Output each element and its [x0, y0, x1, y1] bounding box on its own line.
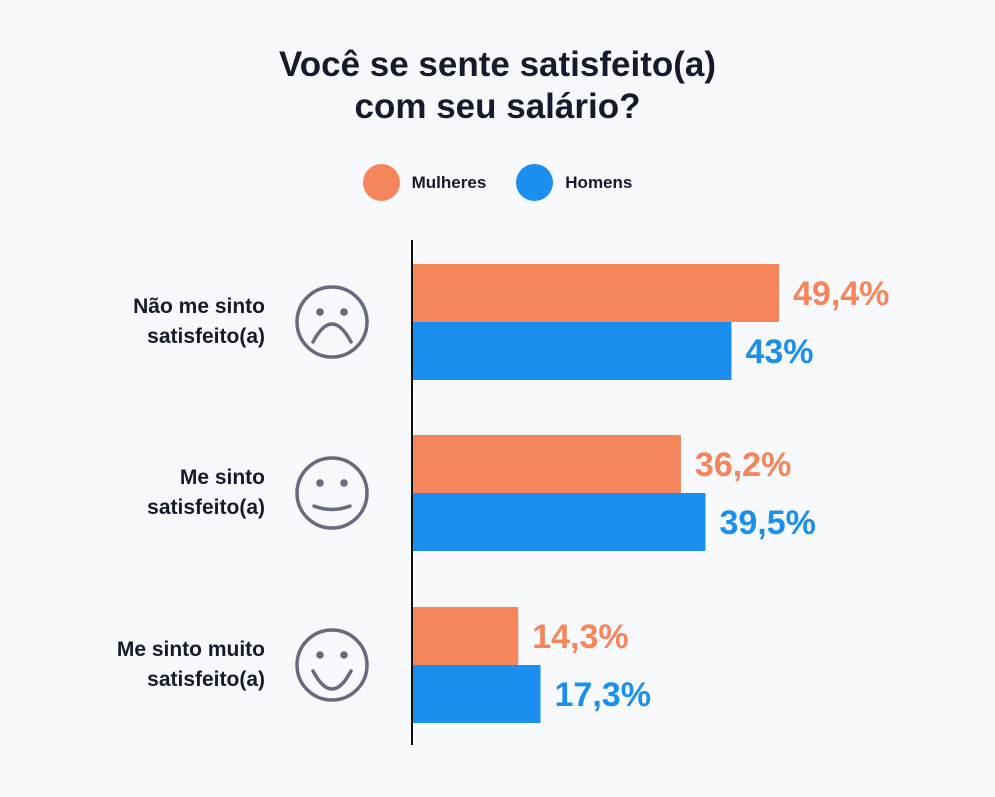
- data-label: 14,3%: [532, 618, 628, 656]
- legend-label-homens: Homens: [565, 172, 633, 192]
- data-label: 49,4%: [793, 275, 889, 313]
- category-label: Me sinto muito satisfeito(a): [117, 635, 265, 695]
- eye: [316, 651, 324, 659]
- mouth: [311, 322, 353, 344]
- smile-face-icon: [295, 456, 369, 530]
- legend-label-mulheres: Mulheres: [411, 172, 487, 192]
- eye: [316, 479, 324, 487]
- eye: [316, 308, 324, 316]
- legend: Mulheres Homens: [0, 164, 995, 201]
- category-label-line: satisfeito(a): [147, 325, 265, 348]
- eye: [340, 651, 348, 659]
- mouth: [311, 669, 353, 691]
- bar-mulheres: [412, 435, 681, 493]
- legend-item-mulheres: Mulheres: [362, 164, 487, 201]
- eye: [340, 308, 348, 316]
- chart-title-line-2: com seu salário?: [354, 87, 641, 126]
- bar-homens: [412, 493, 706, 551]
- bar-homens: [412, 665, 541, 723]
- sad-face-icon: [295, 285, 369, 359]
- category-label-line: satisfeito(a): [147, 668, 265, 691]
- category-label: Não me sinto satisfeito(a): [133, 292, 265, 352]
- category-label: Me sinto satisfeito(a): [147, 463, 265, 523]
- data-label: 39,5%: [719, 504, 815, 542]
- eye: [340, 479, 348, 487]
- category-label-line: Me sinto: [179, 466, 265, 489]
- data-label: 17,3%: [555, 676, 651, 714]
- category-label-line: Não me sinto: [133, 295, 265, 318]
- legend-swatch-homens: [516, 164, 554, 201]
- legend-item-homens: Homens: [516, 164, 632, 201]
- bar-homens: [412, 322, 732, 380]
- mouth: [312, 504, 352, 512]
- bar-mulheres: [412, 607, 519, 665]
- data-label: 36,2%: [695, 446, 791, 484]
- legend-swatch-mulheres: [362, 164, 400, 201]
- big-smile-face-icon: [295, 628, 369, 702]
- category-label-line: Me sinto muito: [116, 638, 265, 661]
- data-label: 43%: [745, 333, 813, 371]
- chart-title-line-1: Você se sente satisfeito(a): [278, 45, 717, 84]
- bar-mulheres: [412, 264, 779, 322]
- category-label-line: satisfeito(a): [147, 496, 265, 519]
